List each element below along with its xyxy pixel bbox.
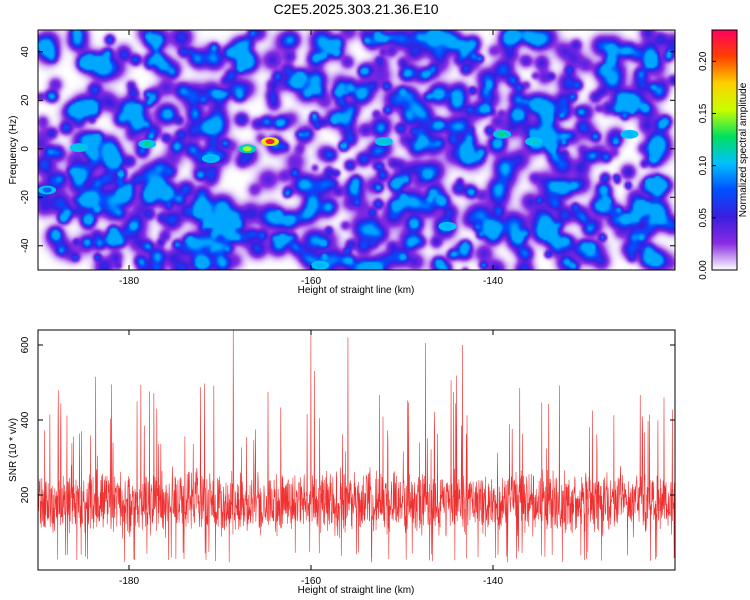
x-tick-label: -140 xyxy=(483,576,503,587)
x-tick-label: -160 xyxy=(301,276,321,287)
y-tick-label: -20 xyxy=(20,190,31,205)
snr-x-label: Height of straight line (km) xyxy=(298,585,415,596)
heatmap-hotspot xyxy=(206,155,216,162)
snr-frame xyxy=(37,329,676,571)
snr-series xyxy=(38,330,675,563)
heatmap-hotspot xyxy=(379,138,389,145)
heatmap-hotspot xyxy=(315,262,325,268)
colorbar-tick-label: 0.15 xyxy=(698,103,709,123)
colorbar-scale xyxy=(711,29,738,271)
y-tick-label: 600 xyxy=(20,336,31,353)
colorbar-tick-label: 0.00 xyxy=(698,260,709,280)
heatmap-hotspot xyxy=(625,131,634,137)
heatmap-hotspot xyxy=(443,223,452,229)
snr-y-label: SNR (10 * v/v) xyxy=(8,418,19,482)
heatmap-hotspot xyxy=(42,187,52,193)
y-tick-label: 200 xyxy=(20,486,31,503)
snr-line xyxy=(38,330,675,563)
snr-panel: -180 -160 -140 200 400 600 Height of straigh… xyxy=(8,329,676,596)
colorbar: 0.00 0.05 0.10 0.15 0.20 Normalized spectral… xyxy=(698,29,749,280)
spectrogram-panel: -180 -160 -140 -40 -20 0 20 40 Height of strai… xyxy=(8,29,676,296)
heatmap-x-label: Height of straight line (km) xyxy=(298,285,415,296)
y-tick-label: 40 xyxy=(20,46,31,58)
heatmap-hotspots xyxy=(38,129,639,270)
spectrogram-heatmap xyxy=(38,30,675,270)
x-tick-label: -180 xyxy=(119,576,139,587)
colorbar-tick-label: 0.20 xyxy=(698,51,709,71)
colorbar-label: Normalized spectral amplitude xyxy=(738,82,749,217)
y-tick-label: 400 xyxy=(20,411,31,428)
heatmap-hotspot xyxy=(529,138,539,145)
x-tick-label: -180 xyxy=(119,276,139,287)
heatmap-frame xyxy=(37,29,676,271)
colorbar-tick-label: 0.05 xyxy=(698,208,709,228)
heatmap-hotspot xyxy=(74,144,84,151)
heatmap-hotspot xyxy=(265,138,275,145)
heatmap-y-axis: -40 -20 0 20 40 xyxy=(20,46,675,253)
snr-y-axis: 200 400 600 xyxy=(20,336,675,503)
y-tick-label: -40 xyxy=(20,238,31,253)
y-tick-label: 0 xyxy=(20,146,31,152)
heatmap-y-label: Frequency (Hz) xyxy=(8,116,19,185)
heatmap-hotspot xyxy=(497,131,507,137)
y-tick-label: 20 xyxy=(20,94,31,106)
x-tick-label: -140 xyxy=(483,276,503,287)
heatmap-x-axis: -180 -160 -140 xyxy=(119,30,503,287)
heatmap-hotspot xyxy=(242,146,252,152)
snr-x-axis: -180 -160 -140 xyxy=(119,330,503,587)
chart-title: C2E5.2025.303.21.36.E10 xyxy=(273,1,438,17)
x-tick-label: -160 xyxy=(301,576,321,587)
colorbar-tick-label: 0.10 xyxy=(698,155,709,175)
heatmap-hotspot xyxy=(142,141,152,147)
colorbar-ticks: 0.00 0.05 0.10 0.15 0.20 xyxy=(698,51,716,280)
